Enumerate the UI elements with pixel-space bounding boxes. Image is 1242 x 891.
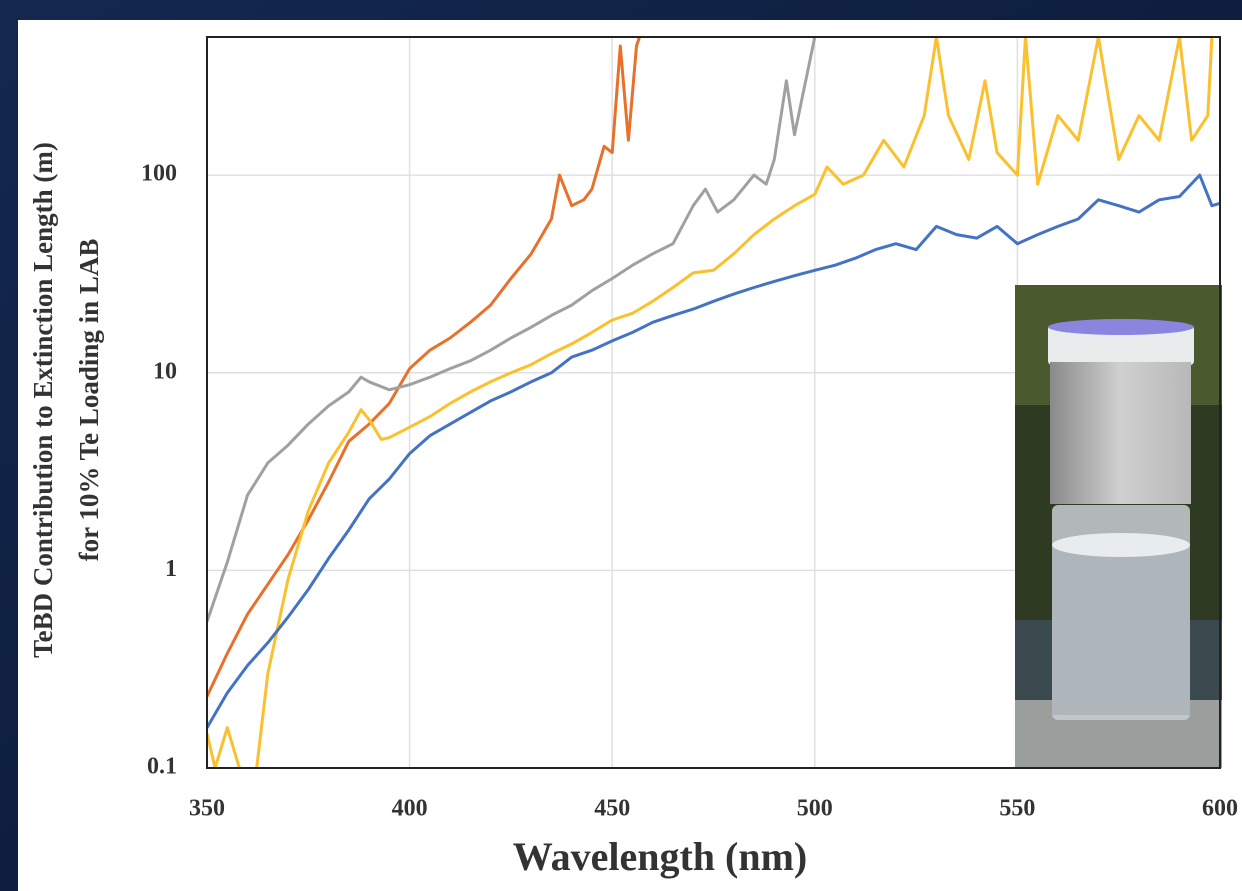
data-line (207, 37, 642, 698)
x-tick-label: 600 (1202, 796, 1238, 822)
y-tick-label: 1 (165, 556, 177, 582)
x-tick-label: 350 (189, 796, 225, 822)
lines (207, 37, 1220, 768)
y-tick-label: 100 (141, 161, 177, 187)
plot-frame (206, 36, 1221, 769)
y-tick-label: 10 (153, 358, 177, 384)
inset-photo (1015, 285, 1222, 768)
data-line (207, 173, 1220, 729)
data-line (207, 37, 817, 623)
x-axis-label: Wavelength (nm) (513, 834, 807, 879)
x-tick-label: 400 (392, 796, 428, 822)
y-axis-label: for 10% Te Loading in LAB (74, 239, 104, 562)
x-tick-label: 500 (797, 796, 833, 822)
x-tick-label: 450 (594, 796, 630, 822)
y-tick-label: 0.1 (147, 754, 177, 780)
data-line (207, 37, 1214, 768)
y-axis-label: TeBD Contribution to Extinction Length (… (28, 142, 58, 658)
x-tick-label: 550 (999, 796, 1035, 822)
